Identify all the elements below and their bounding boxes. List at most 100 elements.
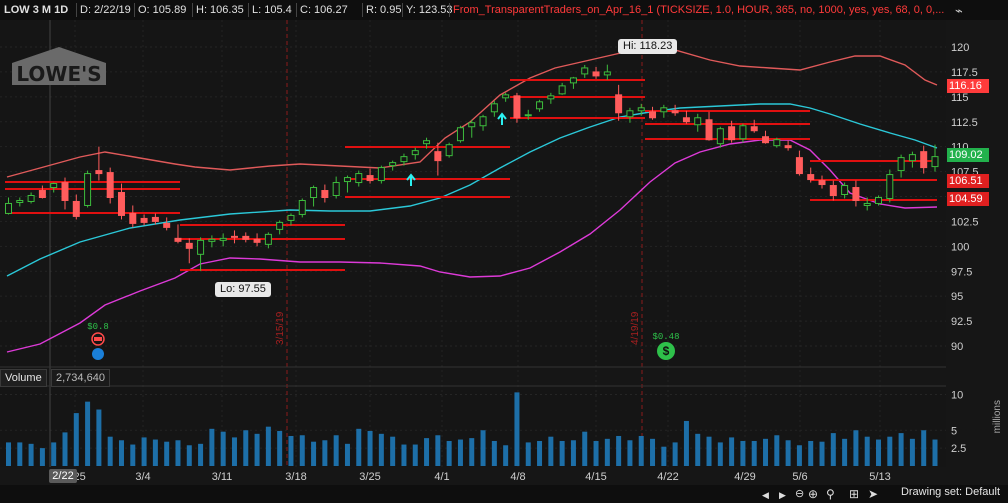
cursor-icon[interactable]: ➤ [868, 487, 879, 501]
volume-bar [322, 440, 328, 466]
candle-body [151, 216, 159, 222]
volume-bar [650, 438, 656, 466]
candle-body [581, 67, 589, 75]
header-divider [76, 3, 77, 17]
chart-settings-icon[interactable]: ⌁ [955, 3, 963, 18]
volume-bar [51, 442, 57, 466]
volume-value: 2,734,640 [51, 369, 110, 387]
header-divider [192, 3, 193, 17]
vertical-markers: 3/15/19 4/19/19 [49, 20, 643, 467]
header-divider [134, 3, 135, 17]
volume-bar [616, 435, 622, 466]
candle-body [106, 172, 114, 198]
header-close: C: 106.27 [300, 4, 348, 16]
volume-bar [842, 438, 848, 466]
candle-body [117, 192, 125, 216]
header-date: D: 2/22/19 [80, 4, 131, 16]
volume-bar [288, 435, 294, 466]
candle-body [163, 222, 171, 228]
volume-label[interactable]: Volume [0, 369, 47, 387]
upper-band-line [6, 46, 938, 178]
candle-body [875, 196, 883, 204]
date-cursor-label: 2/22 [49, 469, 77, 483]
volume-bar [864, 436, 870, 466]
volume-bar [299, 435, 305, 466]
candle-body [208, 238, 216, 242]
candle-body [829, 185, 837, 197]
price-tick-label: 97.5 [951, 266, 972, 278]
candle-body [682, 117, 690, 123]
volume-bar [830, 433, 836, 466]
earnings-icon[interactable] [91, 332, 105, 346]
price-box-level: 104.59 [947, 192, 989, 206]
volume-bar [378, 433, 384, 466]
volume-bar [39, 448, 45, 466]
candle-body [400, 156, 408, 163]
candle-body [762, 136, 770, 144]
volume-bar [819, 441, 825, 466]
volume-bar [921, 430, 927, 466]
candle-body [558, 85, 566, 95]
volume-bar [570, 440, 576, 466]
zoom-out-icon[interactable]: ⊖ [795, 488, 805, 500]
candle-body [310, 187, 318, 198]
zoom-icon[interactable]: ⚲ [826, 487, 835, 501]
candle-body [603, 71, 611, 76]
candle-body [716, 128, 724, 145]
volume-bar [424, 438, 430, 466]
candle-body [456, 127, 464, 142]
bands [6, 46, 938, 353]
volume-bar [28, 443, 34, 466]
date-tick-label: 3/18 [285, 471, 306, 483]
volume-bar [390, 436, 396, 466]
candle-body [705, 119, 713, 141]
candle-body [908, 154, 916, 162]
date-tick-label: 4/29 [734, 471, 755, 483]
volume-bar [898, 433, 904, 466]
volume-tick-label: 10 [951, 390, 963, 402]
price-box-upper-band: 116.16 [947, 79, 989, 93]
candle-body [197, 239, 205, 255]
candle-body [16, 199, 24, 203]
candle-body [174, 237, 182, 242]
date-tick-label: 3/11 [212, 471, 233, 483]
volume-bar [209, 428, 215, 466]
volume-bar [446, 440, 452, 466]
date-axis[interactable]: 2/253/43/113/183/254/14/84/154/224/295/6… [64, 471, 890, 483]
volume-bar [130, 444, 136, 466]
volume-tick-label: 2.5 [951, 443, 966, 455]
study-label[interactable]: From_TransparentTraders_on_Apr_16_1 (TIC… [453, 4, 945, 16]
candle-body [637, 107, 645, 112]
dividend-dollar-glyph: $ [663, 344, 670, 358]
scroll-left-icon[interactable]: ◀ [762, 490, 769, 500]
symbol-label[interactable]: LOW 3 M 1D [4, 4, 69, 16]
header-y: Y: 123.53 [406, 4, 453, 16]
candle-body [569, 77, 577, 84]
candle-body [332, 182, 340, 197]
candle-body [230, 235, 238, 238]
candle-body [502, 94, 510, 99]
candle-body [536, 101, 544, 110]
volume-bar [559, 440, 565, 466]
footer-bar [0, 485, 1008, 503]
info-bulb-icon[interactable] [92, 348, 104, 360]
volume-bar [311, 441, 317, 466]
drawing-set-label[interactable]: Drawing set: Default [900, 486, 1000, 498]
volume-bar [683, 420, 689, 466]
candle-body [852, 187, 860, 201]
candle-body [750, 126, 758, 132]
volume-bar [277, 430, 283, 466]
candle-body [863, 202, 871, 206]
moving-average-line [6, 103, 938, 277]
candle-body [434, 151, 442, 162]
pan-icon[interactable]: ⊞ [849, 487, 860, 501]
volume-bar [96, 409, 102, 466]
crosshair-icon[interactable]: ⊕ [808, 487, 819, 501]
volume-bar [469, 438, 475, 466]
dividend-icon[interactable] [657, 342, 675, 360]
volume-bar [231, 437, 237, 466]
scroll-right-icon[interactable]: ▶ [779, 490, 786, 500]
dividend-amount: $0.8 [87, 322, 109, 332]
date-tick-label: 5/6 [792, 471, 807, 483]
